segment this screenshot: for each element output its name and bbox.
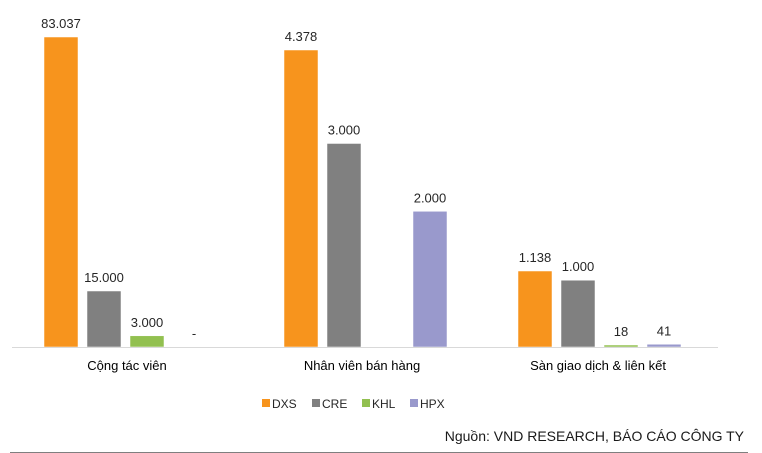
data-label-dxs-0: 83.037 <box>41 16 81 31</box>
bar-dxs-2 <box>517 270 553 348</box>
data-label-cre-0: 15.000 <box>84 270 124 285</box>
data-labels-layer: 83.037 15.000 3.000 - 4.378 3.000 2.000 1.138 1.… <box>41 16 671 341</box>
bar-chart: 83.037 15.000 3.000 - 4.378 3.000 2.000 1.138 1.… <box>12 16 718 411</box>
data-label-hpx-2: 41 <box>657 323 671 338</box>
bar-cre-1 <box>326 143 362 348</box>
bar-hpx-2 <box>646 344 682 348</box>
bar-khl-0 <box>129 335 165 348</box>
bar-dxs-1 <box>283 49 319 348</box>
category-label-2: Sàn giao dịch & liên kết <box>530 358 666 373</box>
legend-swatch-dxs <box>262 399 270 407</box>
legend-label-dxs: DXS <box>272 397 297 411</box>
data-label-cre-1: 3.000 <box>328 122 361 137</box>
data-label-hpx-1: 2.000 <box>414 190 447 205</box>
data-label-khl-2: 18 <box>614 324 628 339</box>
bar-dxs-0 <box>43 36 79 348</box>
legend-label-cre: CRE <box>322 397 347 411</box>
bar-cre-2 <box>560 279 596 348</box>
data-label-khl-0: 3.000 <box>131 315 164 330</box>
bar-khl-2 <box>603 344 639 348</box>
bars-layer <box>43 36 682 348</box>
legend: DXS CRE KHL HPX <box>262 397 445 411</box>
bar-hpx-1 <box>412 211 448 348</box>
category-label-1: Nhân viên bán hàng <box>304 358 420 373</box>
legend-label-khl: KHL <box>372 397 396 411</box>
data-label-cre-2: 1.000 <box>562 259 595 274</box>
legend-swatch-khl <box>362 399 370 407</box>
legend-swatch-hpx <box>410 399 418 407</box>
data-label-dxs-1: 4.378 <box>285 29 318 44</box>
bar-cre-0 <box>86 290 122 348</box>
category-label-0: Cộng tác viên <box>87 358 167 373</box>
legend-label-hpx: HPX <box>420 397 445 411</box>
data-label-hpx-0: - <box>192 326 196 341</box>
source-note: Nguồn: VND RESEARCH, BÁO CÁO CÔNG TY <box>444 428 744 444</box>
category-labels-layer: Cộng tác viên Nhân viên bán hàng Sàn giao … <box>87 358 666 373</box>
legend-swatch-cre <box>312 399 320 407</box>
data-label-dxs-2: 1.138 <box>519 250 552 265</box>
